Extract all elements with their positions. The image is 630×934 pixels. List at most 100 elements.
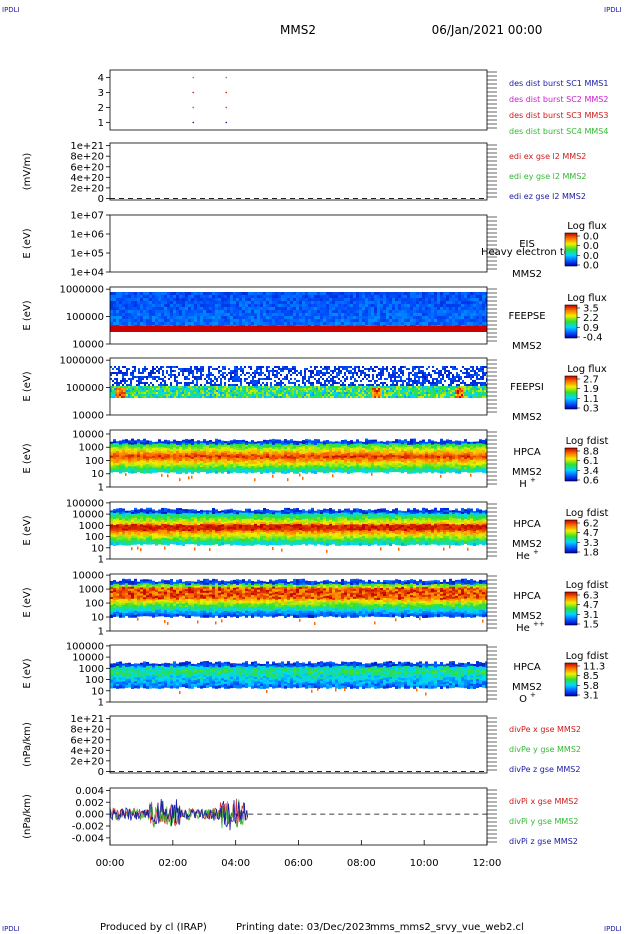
ylabel-hpca-he1: E (eV): [22, 515, 33, 545]
colorbar-label-feepse-1: 2.2: [583, 313, 599, 324]
colorbar-label-feepsi-3: 0.3: [583, 404, 599, 415]
legend-divpi-1: divPi y gse MMS2: [509, 817, 578, 826]
legend-edi-e-1: edi ey gse l2 MMS2: [509, 172, 587, 181]
species-hpca-he1: He: [516, 551, 530, 562]
ytick-label-edi-e-5: 0: [98, 194, 104, 205]
colorbar-label-hpca-he2-2: 3.1: [583, 610, 599, 621]
colorbar-feepse: [564, 304, 578, 339]
date-title: 06/Jan/2021 00:00: [432, 23, 543, 37]
ytick-label-hpca-h-0: 10000: [72, 429, 104, 440]
ytick-label-hpca-o-2: 1000: [79, 664, 104, 675]
colorbar-title-hpca-he1: Log fdist: [566, 508, 609, 519]
charge-hpca-he1: +: [533, 548, 539, 556]
frame-hpca-o: [109, 644, 488, 703]
spacecraft-hpca-he1: MMS2: [512, 539, 542, 550]
colorbar-label-hpca-h-1: 6.1: [583, 456, 599, 467]
colorbar-label-feepsi-2: 1.1: [583, 394, 599, 405]
ytick-label-des-dist-3: 4: [98, 73, 104, 84]
ytick-label-des-dist-2: 3: [98, 88, 104, 99]
frame-hpca-h: [109, 429, 488, 488]
ytick-label-des-dist-1: 2: [98, 103, 104, 114]
ytick-label-eis-2: 1e+05: [70, 249, 104, 260]
frame-eis: [109, 214, 488, 273]
ytick-label-edi-e-2: 6e+20: [70, 162, 104, 173]
colorbar-label-eis-1: 0.0: [583, 241, 599, 252]
colorbar-label-eis-3: 0.0: [583, 261, 599, 272]
charge-hpca-o: +: [530, 691, 536, 699]
charge-hpca-h: +: [530, 476, 536, 484]
ytick-label-hpca-o-4: 10: [91, 686, 104, 697]
colorbar-title-hpca-o: Log fdist: [566, 651, 609, 662]
corner-mark-top-right: IPDLI: [604, 6, 622, 14]
colorbar-eis: [564, 232, 578, 267]
colorbar-hpca-he1: [564, 519, 578, 554]
spacecraft-hpca-he2: MMS2: [512, 611, 542, 622]
ytick-label-hpca-he2-0: 10000: [72, 571, 104, 582]
overlay-text-eis: Heavy electron to: [481, 247, 570, 258]
spacecraft-feepsi: MMS2: [512, 412, 542, 423]
instrument-hpca-h: HPCA: [513, 447, 541, 458]
ytick-label-divpi-2: 0.000: [75, 810, 104, 821]
frame-hpca-he1: [109, 501, 488, 560]
ytick-label-divpi-4: -0.004: [72, 833, 104, 844]
ytick-label-eis-0: 1e+07: [70, 211, 104, 222]
ytick-label-feepsi-2: 10000: [72, 411, 104, 422]
series-divpi-1: [109, 799, 248, 829]
series-divpi-2: [109, 798, 248, 831]
ytick-label-hpca-h-2: 100: [85, 456, 104, 467]
colorbar-label-feepse-2: 0.9: [583, 323, 599, 334]
colorbar-label-hpca-he2-1: 4.7: [583, 600, 599, 611]
legend-divpi-2: divPi z gse MMS2: [509, 837, 578, 846]
colorbar-hpca-o: [564, 662, 578, 697]
legend-divpe-0: divPe x gse MMS2: [509, 725, 581, 734]
colorbar-feepsi: [564, 375, 578, 410]
ytick-label-hpca-he1-5: 1: [98, 555, 104, 566]
ytick-label-edi-e-3: 4e+20: [70, 173, 104, 184]
legend-divpe-2: divPe z gse MMS2: [509, 765, 580, 774]
ytick-label-hpca-o-3: 100: [85, 675, 104, 686]
colorbar-title-feepsi: Log flux: [567, 364, 607, 375]
ytick-label-hpca-he2-1: 1000: [79, 585, 104, 596]
colorbar-label-hpca-he1-3: 1.8: [583, 548, 599, 559]
ytick-label-divpe-1: 8e+20: [70, 725, 104, 736]
colorbar-label-hpca-he2-0: 6.3: [583, 591, 599, 602]
xtick-label-2: 04:00: [221, 858, 250, 869]
legend-des-dist-3: des dist burst SC4 MMS4: [509, 127, 608, 136]
instrument-hpca-he2: HPCA: [513, 591, 541, 602]
ytick-label-edi-e-4: 2e+20: [70, 183, 104, 194]
colorbar-label-hpca-h-3: 0.6: [583, 476, 599, 487]
ytick-label-hpca-he1-0: 100000: [66, 498, 104, 509]
spacecraft-eis: MMS2: [512, 269, 542, 280]
spacecraft-hpca-h: MMS2: [512, 467, 542, 478]
colorbar-label-feepsi-1: 1.9: [583, 384, 599, 395]
panel-des-dist: 1 2 3 4 des dist burst SC1 MMS1 des dist burs…: [98, 69, 608, 136]
xtick-label-0: 00:00: [96, 858, 125, 869]
corner-mark-bottom-right: IPDLI: [604, 925, 622, 933]
ytick-label-divpi-1: 0.002: [75, 798, 104, 809]
colorbar-label-hpca-h-2: 3.4: [583, 466, 599, 477]
ytick-label-hpca-o-5: 1: [98, 698, 104, 709]
footer-produced-by: Produced by cl (IRAP): [100, 922, 207, 933]
spectrogram-hpca-h: [110, 438, 487, 482]
colorbar-hpca-h: [564, 447, 578, 482]
ylabel-hpca-h: E (eV): [22, 443, 33, 473]
ytick-label-hpca-o-0: 100000: [66, 641, 104, 652]
spectrogram-feepsi: [110, 366, 487, 398]
legend-des-dist-2: des dist burst SC3 MMS3: [509, 111, 608, 120]
corner-mark-bottom-left: IPDLI: [2, 925, 20, 933]
colorbar-title-hpca-he2: Log fdist: [566, 580, 609, 591]
legend-edi-e-2: edi ez gse l2 MMS2: [509, 192, 586, 201]
marker-des-dist-3-1: [225, 76, 227, 79]
instrument-hpca-o: HPCA: [513, 662, 541, 673]
species-hpca-h: H: [519, 479, 527, 490]
colorbar-hpca-he2: [564, 591, 578, 626]
frame-des-dist: [109, 69, 488, 131]
ytick-label-feepsi-0: 1000000: [59, 356, 104, 367]
marker-des-dist-0-1: [225, 121, 227, 124]
marker-des-dist-1-1: [225, 106, 227, 109]
ytick-label-hpca-he2-2: 100: [85, 599, 104, 610]
colorbar-title-eis: Log flux: [567, 221, 607, 232]
